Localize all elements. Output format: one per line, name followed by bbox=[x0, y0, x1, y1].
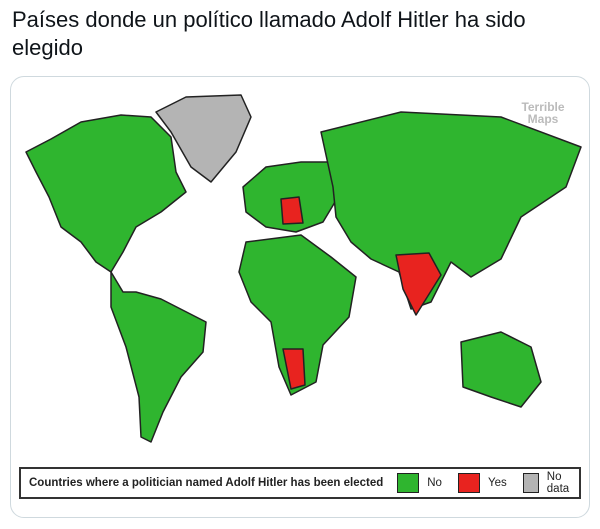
central-south-america bbox=[110, 271, 207, 443]
africa bbox=[238, 234, 357, 396]
legend: Countries where a politician named Adolf… bbox=[19, 467, 581, 499]
post-title: Países donde un político llamado Adolf H… bbox=[12, 7, 526, 60]
australia bbox=[460, 331, 542, 408]
watermark: Terrible Maps bbox=[521, 100, 565, 126]
map-frame: Terrible Maps Countries where a politici… bbox=[10, 76, 590, 518]
north-america bbox=[25, 114, 187, 273]
world-map bbox=[25, 94, 582, 443]
legend-item: Yes bbox=[457, 473, 507, 493]
legend-swatch bbox=[522, 473, 539, 493]
greenland bbox=[155, 94, 252, 183]
legend-swatch bbox=[397, 473, 420, 493]
legend-title: Countries where a politician named Adolf… bbox=[29, 477, 384, 489]
namibia bbox=[282, 348, 306, 390]
legend-swatch bbox=[457, 473, 480, 493]
germany bbox=[280, 196, 304, 225]
legend-item: No data bbox=[522, 471, 575, 495]
legend-item: No bbox=[397, 473, 442, 493]
india bbox=[395, 252, 442, 316]
asia bbox=[320, 111, 582, 310]
europe bbox=[242, 161, 342, 233]
legend-label: No bbox=[427, 477, 442, 489]
legend-label: Yes bbox=[487, 477, 507, 489]
legend-label: No data bbox=[546, 471, 570, 495]
